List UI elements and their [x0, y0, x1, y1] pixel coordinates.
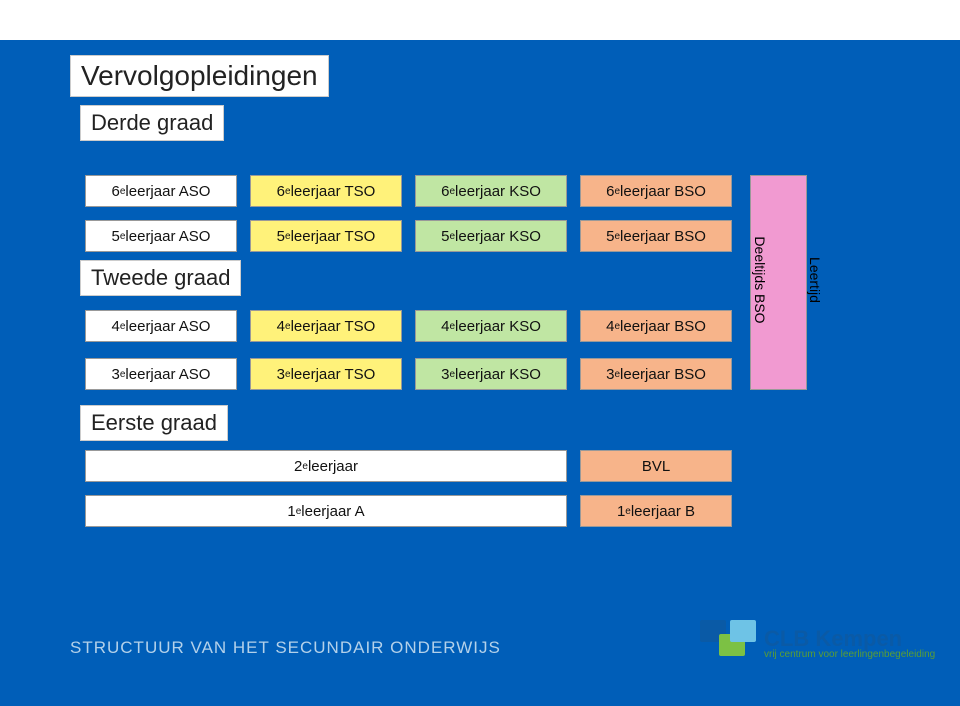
logo-title: CLB Kempen	[764, 628, 935, 650]
cell-6-kso: 6e leerjaar KSO	[415, 175, 567, 207]
cell-5-kso: 5e leerjaar KSO	[415, 220, 567, 252]
cell-1-wide: 1e leerjaar A	[85, 495, 567, 527]
cell-4-kso: 4e leerjaar KSO	[415, 310, 567, 342]
cell-3-aso: 3e leerjaar ASO	[85, 358, 237, 390]
cell-4-bso: 4e leerjaar BSO	[580, 310, 732, 342]
cell-2-wide: 2e leerjaar	[85, 450, 567, 482]
heading-tweede: Tweede graad	[80, 260, 241, 296]
cell-5-bso: 5e leerjaar BSO	[580, 220, 732, 252]
cell-5-aso: 5e leerjaar ASO	[85, 220, 237, 252]
cell-2-bso: BVL	[580, 450, 732, 482]
heading-derde: Derde graad	[80, 105, 224, 141]
logo-sub: vrij centrum voor leerlingenbegeleiding	[764, 650, 935, 660]
footer-text: STRUCTUUR VAN HET SECUNDAIR ONDERWIJS	[70, 638, 501, 658]
cell-4-tso: 4e leerjaar TSO	[250, 310, 402, 342]
heading-main: Vervolgopleidingen	[70, 55, 329, 97]
cell-6-aso: 6e leerjaar ASO	[85, 175, 237, 207]
cell-1-bso: 1e leerjaar B	[580, 495, 732, 527]
cell-5-tso: 5e leerjaar TSO	[250, 220, 402, 252]
side-label-2: Deeltijds BSO	[752, 230, 768, 330]
top-band	[0, 0, 960, 40]
cell-4-aso: 4e leerjaar ASO	[85, 310, 237, 342]
cell-3-bso: 3e leerjaar BSO	[580, 358, 732, 390]
cell-3-kso: 3e leerjaar KSO	[415, 358, 567, 390]
heading-eerste: Eerste graad	[80, 405, 228, 441]
logo-mark-icon	[700, 620, 758, 668]
side-label-1: Leertijd	[807, 230, 823, 330]
logo: CLB Kempen vrij centrum voor leerlingenb…	[700, 620, 935, 668]
cell-6-tso: 6e leerjaar TSO	[250, 175, 402, 207]
cell-3-tso: 3e leerjaar TSO	[250, 358, 402, 390]
cell-6-bso: 6e leerjaar BSO	[580, 175, 732, 207]
